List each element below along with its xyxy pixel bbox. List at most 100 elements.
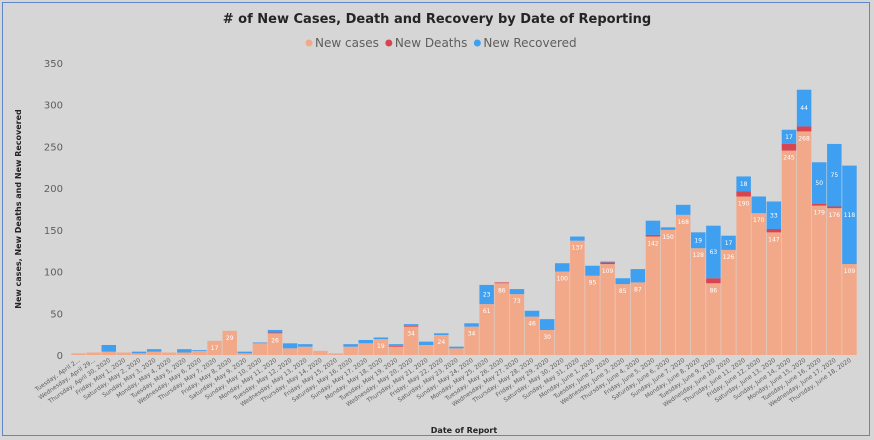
bar-segment-new-cases[interactable] bbox=[449, 348, 464, 355]
bar-segment-new-cases[interactable] bbox=[222, 330, 237, 355]
bar-segment-new-recovered[interactable] bbox=[736, 176, 751, 192]
bar-segment-new-recovered[interactable] bbox=[131, 351, 147, 354]
bar-segment-new-cases[interactable] bbox=[524, 316, 540, 355]
bar-segment-new-cases[interactable] bbox=[827, 208, 842, 355]
bar-segment-new-deaths[interactable] bbox=[781, 143, 797, 151]
bar-segment-new-cases[interactable] bbox=[328, 353, 343, 355]
bar-segment-new-recovered[interactable] bbox=[600, 261, 615, 263]
bar-segment-new-deaths[interactable] bbox=[706, 278, 721, 284]
bar-segment-new-recovered[interactable] bbox=[101, 344, 117, 352]
bar-segment-new-recovered[interactable] bbox=[645, 220, 661, 235]
bar-segment-new-cases[interactable] bbox=[313, 350, 328, 355]
bar-segment-new-deaths[interactable] bbox=[736, 191, 751, 197]
bar-segment-new-cases[interactable] bbox=[161, 352, 177, 356]
bar-segment-new-cases[interactable] bbox=[766, 232, 782, 355]
bar-segment-new-recovered[interactable] bbox=[706, 225, 721, 279]
bar-segment-new-recovered[interactable] bbox=[524, 310, 540, 317]
bar-segment-new-recovered[interactable] bbox=[434, 333, 449, 335]
bar-segment-new-recovered[interactable] bbox=[237, 351, 253, 354]
bar-segment-new-deaths[interactable] bbox=[600, 262, 615, 265]
bar-segment-new-recovered[interactable] bbox=[358, 339, 373, 344]
bar-segment-new-deaths[interactable] bbox=[766, 229, 782, 233]
bar-segment-new-cases[interactable] bbox=[237, 353, 253, 355]
bar-segment-new-cases[interactable] bbox=[343, 346, 358, 355]
bar-segment-new-recovered[interactable] bbox=[570, 236, 585, 241]
bar-segment-new-recovered[interactable] bbox=[781, 129, 797, 144]
bar-segment-new-recovered[interactable] bbox=[403, 324, 419, 326]
bar-segment-new-cases[interactable] bbox=[101, 351, 117, 355]
bar-segment-new-cases[interactable] bbox=[479, 304, 494, 355]
bar-segment-new-cases[interactable] bbox=[146, 351, 162, 355]
bar-segment-new-cases[interactable] bbox=[842, 264, 857, 355]
bar-segment-new-recovered[interactable] bbox=[509, 289, 525, 295]
bar-segment-new-recovered[interactable] bbox=[177, 349, 192, 353]
bar-segment-new-recovered[interactable] bbox=[418, 341, 434, 345]
bar-segment-new-cases[interactable] bbox=[509, 294, 525, 355]
bar-segment-new-cases[interactable] bbox=[691, 248, 706, 355]
bar-segment-new-cases[interactable] bbox=[706, 283, 721, 355]
bar-segment-new-recovered[interactable] bbox=[721, 235, 736, 250]
bar-segment-new-recovered[interactable] bbox=[554, 263, 570, 272]
bar-segment-new-cases[interactable] bbox=[675, 214, 691, 355]
bar-segment-new-cases[interactable] bbox=[570, 240, 585, 355]
bar-segment-new-deaths[interactable] bbox=[827, 206, 842, 209]
bar-segment-new-cases[interactable] bbox=[660, 229, 676, 355]
bar-segment-new-recovered[interactable] bbox=[192, 349, 207, 351]
bar-segment-new-recovered[interactable] bbox=[811, 162, 827, 204]
bar-segment-new-recovered[interactable] bbox=[585, 265, 600, 276]
bar-segment-new-cases[interactable] bbox=[781, 150, 797, 355]
bar-segment-new-cases[interactable] bbox=[434, 334, 449, 355]
bar-segment-new-recovered[interactable] bbox=[479, 284, 494, 305]
bar-segment-new-cases[interactable] bbox=[585, 275, 600, 355]
bar-segment-new-cases[interactable] bbox=[282, 348, 298, 355]
bar-segment-new-recovered[interactable] bbox=[464, 323, 479, 327]
bar-segment-new-cases[interactable] bbox=[494, 283, 510, 355]
bar-segment-new-recovered[interactable] bbox=[298, 344, 313, 347]
bar-segment-new-cases[interactable] bbox=[736, 196, 751, 355]
bar-segment-new-recovered[interactable] bbox=[373, 337, 389, 340]
bar-segment-new-recovered[interactable] bbox=[766, 201, 782, 230]
bar-segment-new-cases[interactable] bbox=[116, 352, 132, 356]
bar-segment-new-cases[interactable] bbox=[177, 352, 192, 356]
bar-segment-new-cases[interactable] bbox=[373, 339, 389, 355]
bar-segment-new-recovered[interactable] bbox=[282, 343, 298, 349]
bar-segment-new-cases[interactable] bbox=[131, 353, 147, 355]
bar-segment-new-recovered[interactable] bbox=[343, 344, 358, 347]
bar-segment-new-recovered[interactable] bbox=[267, 329, 283, 333]
bar-segment-new-cases[interactable] bbox=[192, 350, 207, 355]
bar-segment-new-deaths[interactable] bbox=[267, 332, 283, 334]
bar-segment-new-cases[interactable] bbox=[539, 329, 555, 355]
bar-segment-new-recovered[interactable] bbox=[615, 278, 630, 285]
bar-segment-new-recovered[interactable] bbox=[146, 349, 162, 352]
bar-segment-new-recovered[interactable] bbox=[388, 344, 404, 346]
bar-segment-new-deaths[interactable] bbox=[388, 345, 404, 347]
bar-segment-new-cases[interactable] bbox=[811, 205, 827, 355]
bar-segment-new-recovered[interactable] bbox=[660, 227, 676, 230]
bar-segment-new-cases[interactable] bbox=[630, 282, 646, 355]
bar-segment-new-recovered[interactable] bbox=[751, 196, 766, 214]
bar-segment-new-deaths[interactable] bbox=[811, 203, 827, 206]
bar-segment-new-cases[interactable] bbox=[207, 340, 222, 355]
bar-segment-new-cases[interactable] bbox=[751, 213, 766, 355]
bar-segment-new-deaths[interactable] bbox=[494, 282, 510, 284]
bar-segment-new-cases[interactable] bbox=[403, 326, 419, 355]
bar-segment-new-cases[interactable] bbox=[86, 352, 101, 356]
bar-segment-new-cases[interactable] bbox=[267, 333, 283, 355]
bar-segment-new-recovered[interactable] bbox=[675, 204, 691, 215]
bar-segment-new-cases[interactable] bbox=[298, 346, 313, 355]
bar-segment-new-cases[interactable] bbox=[358, 343, 373, 355]
bar-segment-new-deaths[interactable] bbox=[403, 325, 419, 327]
bar-segment-new-cases[interactable] bbox=[554, 271, 570, 355]
bar-segment-new-recovered[interactable] bbox=[630, 269, 646, 283]
bar-segment-new-recovered[interactable] bbox=[842, 165, 857, 265]
bar-segment-new-recovered[interactable] bbox=[252, 342, 268, 344]
bar-segment-new-recovered[interactable] bbox=[691, 232, 706, 249]
bar-segment-new-deaths[interactable] bbox=[796, 126, 812, 132]
bar-segment-new-deaths[interactable] bbox=[645, 234, 661, 237]
bar-segment-new-recovered[interactable] bbox=[827, 143, 842, 207]
bar-segment-new-cases[interactable] bbox=[615, 284, 630, 355]
bar-segment-new-recovered[interactable] bbox=[539, 319, 555, 330]
bar-segment-new-cases[interactable] bbox=[464, 326, 479, 355]
bar-segment-new-cases[interactable] bbox=[388, 346, 404, 355]
bar-segment-new-cases[interactable] bbox=[600, 264, 615, 355]
